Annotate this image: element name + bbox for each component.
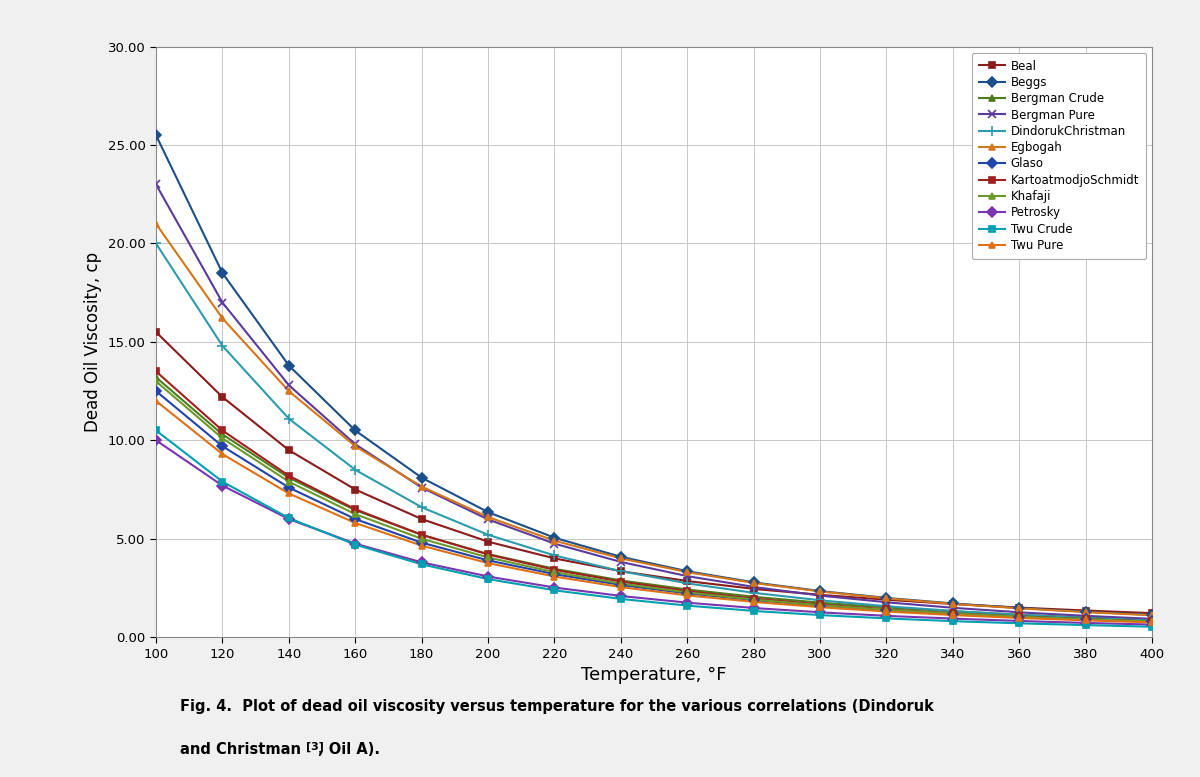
Legend: Beal, Beggs, Bergman Crude, Bergman Pure, DindorukChristman, Egbogah, Glaso, Kar: Beal, Beggs, Bergman Crude, Bergman Pure… bbox=[972, 53, 1146, 259]
Text: [3]: [3] bbox=[306, 742, 324, 752]
Text: and Christman: and Christman bbox=[180, 742, 301, 757]
Text: , Oil A).: , Oil A). bbox=[318, 742, 380, 757]
X-axis label: Temperature, °F: Temperature, °F bbox=[581, 666, 727, 684]
Text: Fig. 4.  Plot of dead oil viscosity versus temperature for the various correlati: Fig. 4. Plot of dead oil viscosity versu… bbox=[180, 699, 934, 714]
Y-axis label: Dead Oil Viscosity, cp: Dead Oil Viscosity, cp bbox=[84, 252, 102, 432]
